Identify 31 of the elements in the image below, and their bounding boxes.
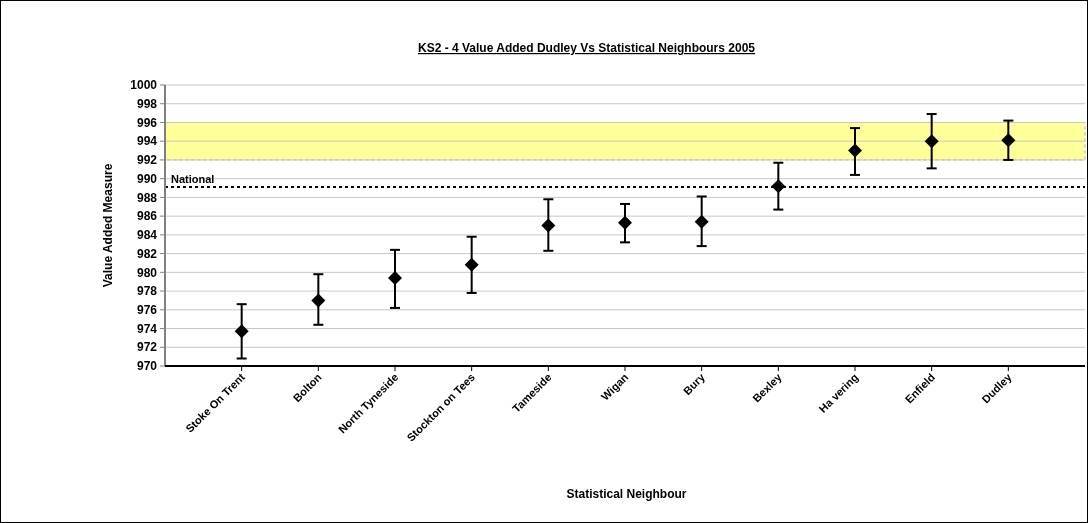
y-tick-label: 994 xyxy=(136,134,158,149)
point xyxy=(388,270,402,285)
y-tick-label: 980 xyxy=(136,265,158,280)
y-tick-label: 970 xyxy=(136,359,158,374)
y-tick-label: 982 xyxy=(136,246,158,261)
y-tick-label: 976 xyxy=(136,303,158,317)
point xyxy=(771,179,786,194)
y-tick-label: 984 xyxy=(136,228,158,243)
y-tick-label: 986 xyxy=(136,209,158,224)
x-axis-title: Statistical Neighbour xyxy=(566,487,687,501)
point xyxy=(618,215,632,230)
point xyxy=(311,293,326,308)
chart-title: KS2 - 4 Value Added Dudley Vs Statistical Neighbours 2005 xyxy=(418,41,756,55)
point xyxy=(234,324,249,339)
y-tick-label: 974 xyxy=(136,321,158,336)
ref-line-label: National xyxy=(171,173,215,186)
point xyxy=(541,218,556,233)
point xyxy=(464,257,479,272)
y-tick-label: 992 xyxy=(136,153,158,168)
y-tick-label: 998 xyxy=(136,96,158,111)
point xyxy=(848,143,862,158)
y-tick-label: 990 xyxy=(136,171,158,186)
point xyxy=(1001,133,1016,148)
y-tick-label: 1000 xyxy=(130,78,158,93)
y-axis-title: Value Added Measure xyxy=(101,163,115,288)
y-tick-label: 996 xyxy=(136,115,158,130)
point xyxy=(694,214,709,229)
y-tick-label: 972 xyxy=(136,340,158,355)
y-tick-label: 988 xyxy=(136,190,158,205)
point xyxy=(924,134,939,149)
y-tick-label: 978 xyxy=(136,284,158,299)
